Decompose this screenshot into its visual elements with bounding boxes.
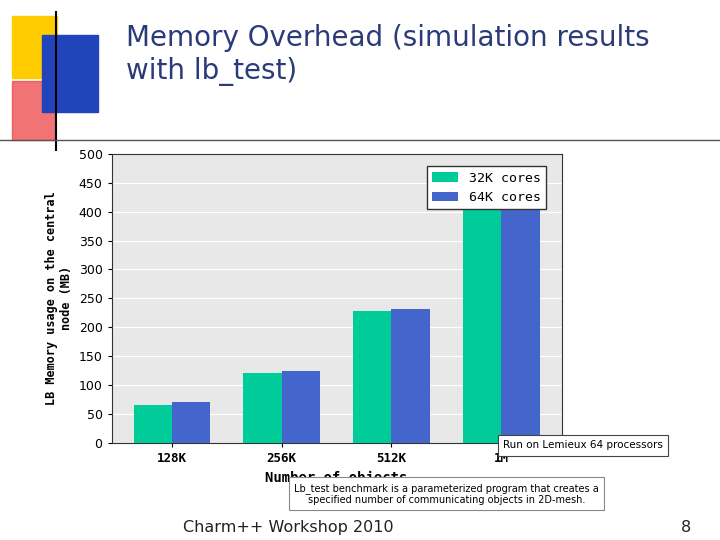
Bar	[172, 402, 210, 443]
FancyBboxPatch shape	[12, 81, 55, 140]
Bar	[353, 311, 392, 443]
Bar	[243, 374, 282, 443]
Legend: 32K cores, 64K cores: 32K cores, 64K cores	[426, 166, 546, 210]
Bar	[133, 405, 172, 443]
FancyBboxPatch shape	[12, 16, 57, 78]
Bar	[392, 309, 430, 443]
Text: Charm++ Workshop 2010: Charm++ Workshop 2010	[183, 519, 393, 535]
Y-axis label: LB Memory usage on the central
node (MB): LB Memory usage on the central node (MB)	[45, 192, 73, 405]
Text: Memory Overhead (simulation results: Memory Overhead (simulation results	[126, 24, 649, 52]
Text: 8: 8	[681, 519, 691, 535]
Bar	[282, 370, 320, 443]
X-axis label: Number of objects: Number of objects	[266, 470, 408, 484]
Text: Lb_test benchmark is a parameterized program that creates a
specified number of : Lb_test benchmark is a parameterized pro…	[294, 483, 599, 505]
Text: Run on Lemieux 64 processors: Run on Lemieux 64 processors	[503, 441, 663, 450]
Bar	[463, 180, 501, 443]
FancyBboxPatch shape	[42, 35, 98, 112]
Bar	[501, 177, 540, 443]
Text: with lb_test): with lb_test)	[126, 57, 297, 86]
